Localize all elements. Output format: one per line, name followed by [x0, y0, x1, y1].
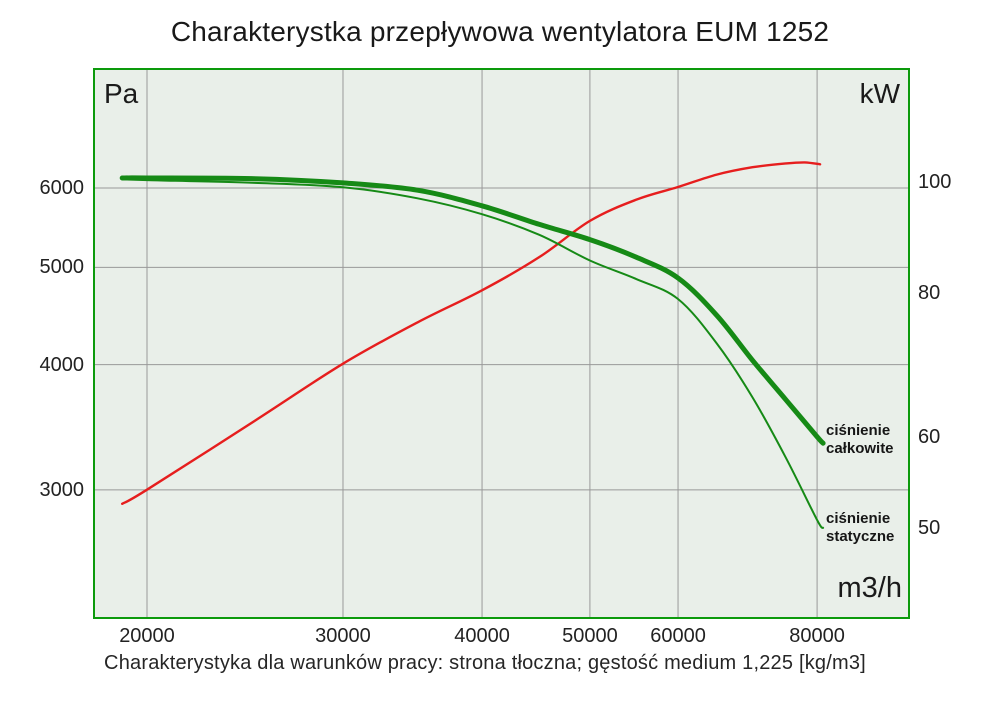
power-curve: [121, 161, 822, 505]
kw-tick-label: 50: [918, 517, 941, 540]
left-axis-unit-label: Pa: [104, 78, 139, 109]
total-pressure-curve: [119, 175, 826, 446]
pa-tick-label: 3000: [39, 478, 85, 501]
kw-tick-label: 100: [918, 171, 952, 193]
flow-tick-label: 20000: [119, 625, 175, 647]
flow-tick-label: 80000: [789, 625, 845, 647]
total-pressure-label: ciśnienie całkowite: [826, 422, 894, 457]
right-axis-unit-label: kW: [859, 78, 900, 109]
x-axis-unit-label: m3/h: [837, 572, 902, 604]
flow-tick-label: 60000: [650, 625, 706, 647]
pa-tick-label: 5000: [39, 256, 85, 279]
flow-tick-label: 50000: [562, 625, 618, 647]
kw-tick-label: 80: [918, 282, 941, 305]
kw-tick-label: 60: [918, 426, 941, 449]
static-pressure-curve: [121, 178, 825, 529]
chart-caption: Charakterystyka dla warunków pracy: stro…: [104, 652, 866, 674]
gridlines: [95, 70, 908, 617]
flow-tick-label: 30000: [315, 625, 371, 647]
page-title: Charakterystka przepływowa wentylatora E…: [170, 16, 830, 47]
pa-tick-label: 4000: [39, 353, 85, 376]
pa-tick-label: 6000: [39, 177, 85, 199]
static-pressure-label: ciśnienie statyczne: [826, 510, 895, 545]
chart-plot-area: Pa kW m3/h ciśnienie całkowite ciśnienie…: [93, 68, 910, 619]
flow-tick-label: 40000: [454, 625, 510, 647]
chart-canvas: [95, 70, 908, 617]
